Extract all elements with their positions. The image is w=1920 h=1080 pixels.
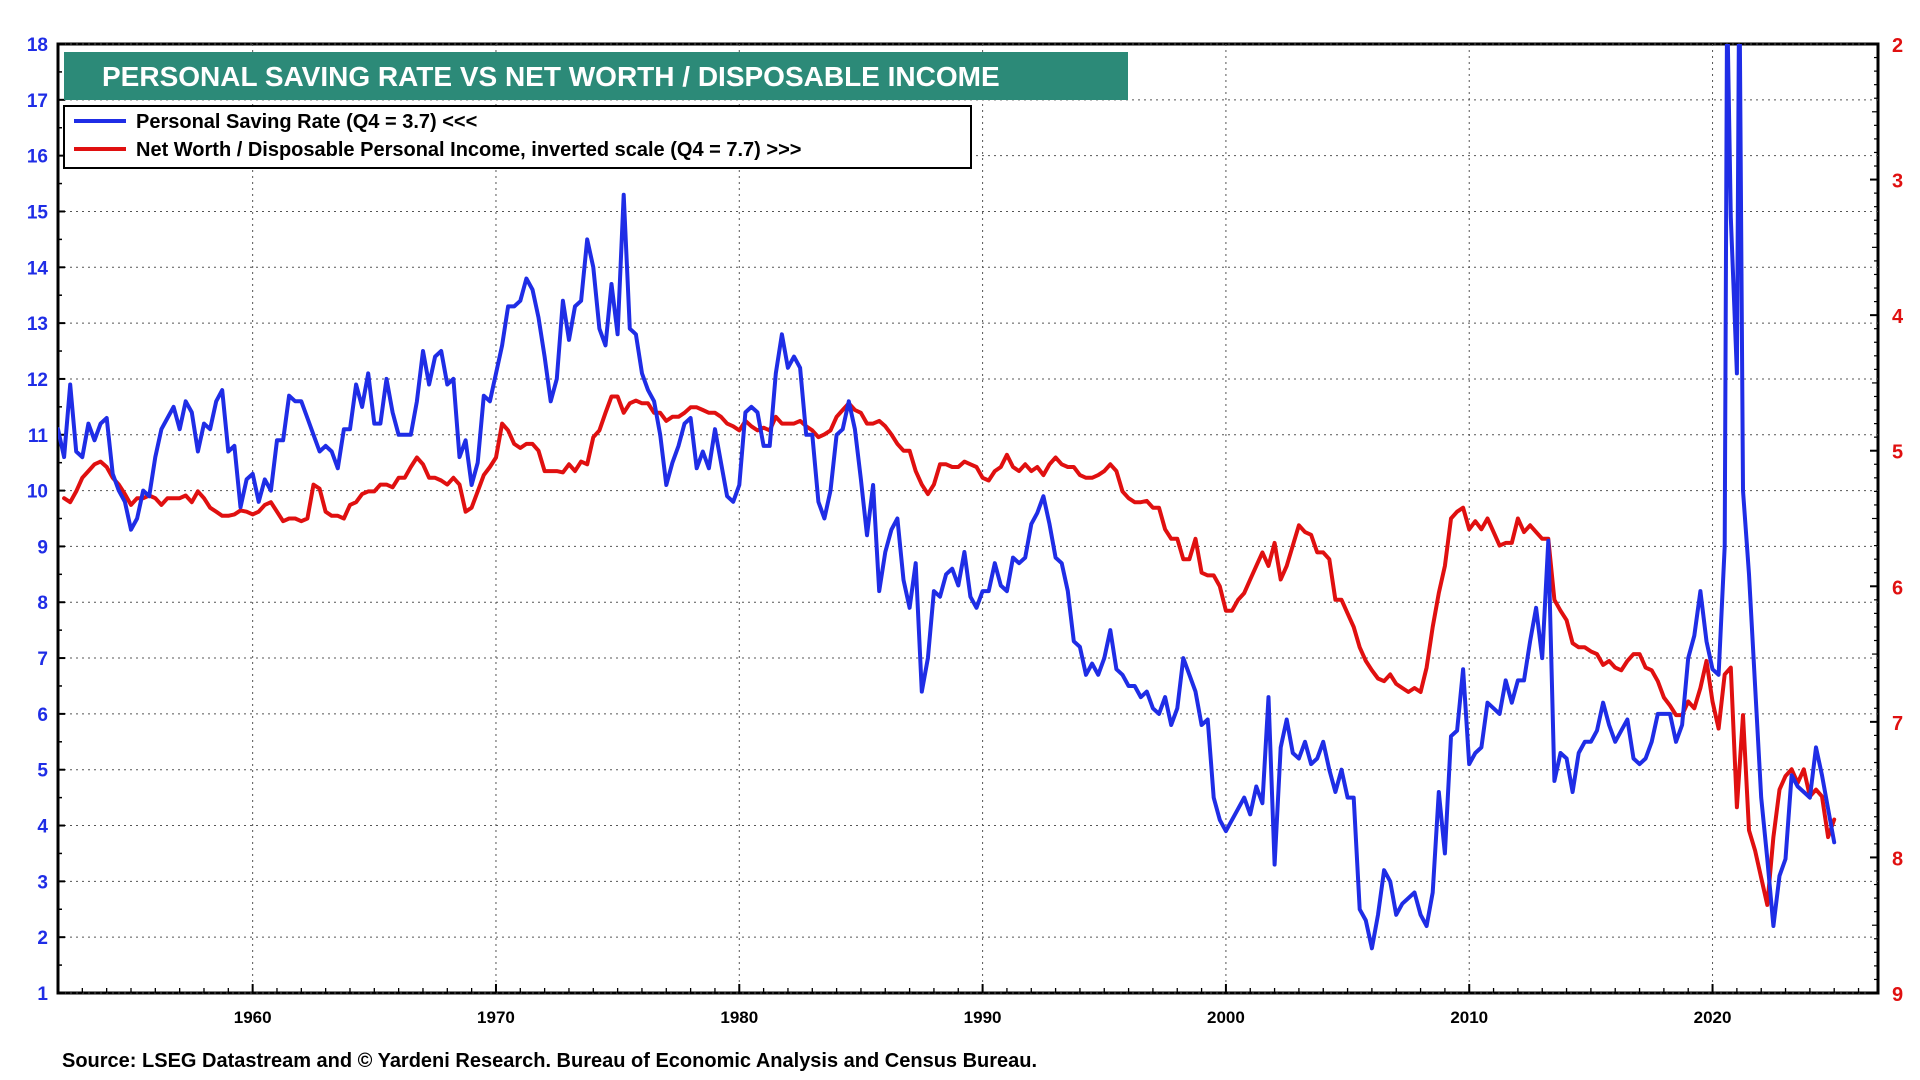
legend: Personal Saving Rate (Q4 = 3.7) <<< Net … — [63, 105, 972, 169]
left-tick-label: 11 — [28, 426, 49, 447]
source-note: Source: LSEG Datastream and © Yardeni Re… — [62, 1050, 1037, 1072]
left-tick-label: 12 — [27, 370, 48, 391]
right-tick-label: 3 — [1892, 171, 1903, 193]
x-tick-label: 2020 — [1694, 1008, 1732, 1027]
series-line-net-worth — [62, 394, 1837, 907]
legend-label-saving-rate: Personal Saving Rate (Q4 = 3.7) <<< — [136, 111, 477, 133]
left-tick-label: 18 — [27, 35, 48, 56]
left-tick-label: 13 — [27, 314, 48, 335]
left-tick-label: 5 — [37, 761, 48, 782]
left-tick-label: 6 — [37, 705, 48, 726]
x-axis: 1960 1970 1980 1990 2000 2010 2020 — [57, 984, 1860, 1027]
right-tick-label: 2 — [1892, 35, 1903, 57]
left-tick-label: 2 — [37, 928, 48, 949]
right-tick-label: 8 — [1892, 848, 1903, 870]
chart-title-box: PERSONAL SAVING RATE VS NET WORTH / DISP… — [64, 52, 1128, 100]
left-tick-label: 4 — [37, 817, 48, 838]
right-tick-label: 7 — [1892, 713, 1903, 735]
x-tick-label: 1990 — [964, 1008, 1002, 1027]
left-tick-label: 17 — [27, 91, 48, 112]
right-axis: 2 3 4 5 6 7 8 9 — [1870, 35, 1904, 1006]
left-tick-label: 14 — [27, 258, 49, 279]
right-tick-label: 6 — [1892, 577, 1903, 599]
right-tick-label: 4 — [1892, 306, 1904, 328]
legend-label-net-worth: Net Worth / Disposable Personal Income, … — [136, 139, 801, 161]
left-tick-label: 10 — [27, 482, 48, 503]
left-tick-label: 8 — [37, 593, 48, 614]
left-tick-label: 9 — [37, 537, 48, 558]
right-tick-label: 9 — [1892, 984, 1903, 1006]
left-tick-label: 3 — [37, 872, 48, 893]
x-tick-label: 1980 — [720, 1008, 758, 1027]
series-line-saving-rate — [58, 44, 1837, 951]
left-tick-label: 16 — [27, 147, 48, 168]
x-tick-label: 2000 — [1207, 1008, 1245, 1027]
series-layer — [58, 44, 1837, 951]
chart-title: PERSONAL SAVING RATE VS NET WORTH / DISP… — [102, 61, 1000, 92]
left-tick-label: 1 — [37, 984, 48, 1005]
left-tick-label: 7 — [37, 649, 48, 670]
x-tick-label: 1970 — [477, 1008, 515, 1027]
left-tick-label: 15 — [27, 202, 49, 223]
grid — [58, 43, 1878, 994]
x-tick-label: 2010 — [1450, 1008, 1488, 1027]
plot-frame — [56, 42, 1880, 995]
right-tick-label: 5 — [1892, 442, 1903, 464]
x-tick-label: 1960 — [234, 1008, 272, 1027]
